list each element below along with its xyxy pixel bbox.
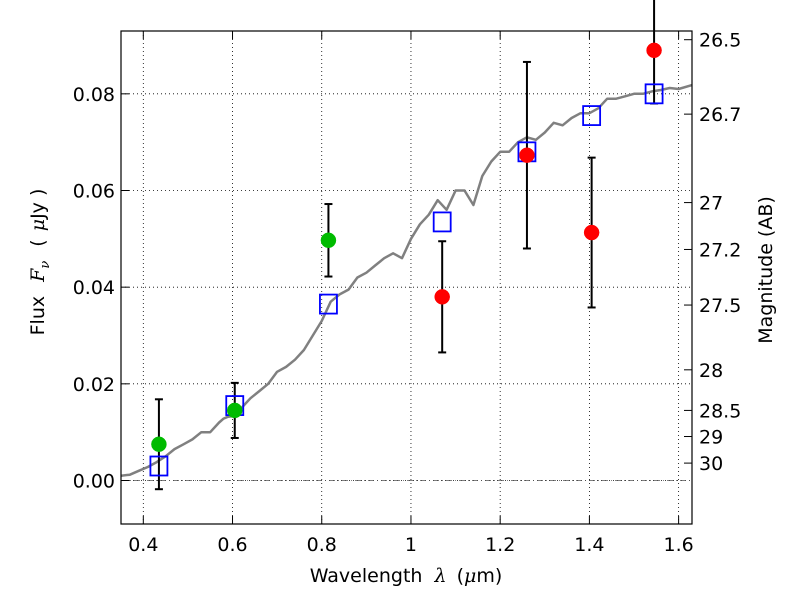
model-square-marker: [644, 83, 664, 105]
y2-tick-label: 29: [699, 427, 723, 449]
marker-layer: [149, 42, 664, 477]
x-tick-label: 1: [405, 534, 417, 556]
spectrum-line: [121, 83, 692, 477]
model-square-marker: [582, 105, 602, 126]
x-axis-label-unit-open: (: [457, 565, 464, 587]
plot-frame: [120, 30, 693, 525]
x-axis-label-unit-rest: m): [476, 565, 502, 587]
x-axis-label-unit-mu: μ: [464, 565, 476, 587]
y2-tick-label: 26.5: [699, 30, 741, 52]
y-tick-label: 0.08: [73, 84, 115, 106]
y-axis-label-prefix: Flux: [27, 296, 49, 336]
x-tick-label: 1.2: [485, 534, 515, 556]
y2-tick-label: 28.5: [699, 400, 741, 422]
y2-axis-label: Magnitude (AB): [755, 196, 777, 344]
x-tick-label: 0.4: [128, 534, 158, 556]
observed-point-marker: [583, 224, 600, 241]
y2-tick-label: 27.5: [699, 295, 741, 317]
plot-background: [121, 31, 692, 524]
y-tick-label: 0.00: [73, 471, 115, 493]
observed-point-marker: [320, 232, 337, 249]
observed-point-marker: [434, 289, 450, 305]
x-tick-label: 0.6: [217, 534, 247, 556]
y2-tick-label: 26.7: [699, 104, 741, 126]
y-axis-label-unit-mu: μ: [27, 219, 49, 231]
x-tick-label: 1.6: [664, 534, 694, 556]
y-tick-label: 0.06: [73, 181, 115, 203]
x-tick-label: 1.4: [574, 534, 604, 556]
x-axis-label-prefix: Wavelength: [310, 565, 423, 587]
grid: [121, 31, 692, 524]
y2-tick-label: 30: [699, 453, 723, 475]
ticks: 0.4 0.6 0.8 1 1.2 1.4 1.6 0.00 0.02 0.04 0.06 0.08 2…: [73, 30, 742, 556]
y2-tick-label: 27.2: [699, 239, 741, 261]
data-layer: [121, 83, 692, 477]
observed-point-marker: [151, 436, 167, 452]
y-axis-label-unit-rest: Jy ): [27, 189, 49, 220]
observed-point-marker: [227, 402, 243, 419]
model-square-marker: [432, 211, 452, 233]
y2-tick-label: 28: [699, 360, 723, 382]
model-square-marker: [319, 293, 338, 315]
observed-point-marker: [646, 42, 662, 59]
observed-point-marker: [519, 147, 535, 163]
y-axis-label: Flux Fν ( μJy ): [27, 189, 54, 336]
y2-tick-label: 27: [699, 193, 723, 215]
x-tick-label: 0.8: [307, 534, 337, 556]
y-tick-label: 0.04: [73, 277, 115, 299]
x-axis-label-symbol: λ: [433, 565, 446, 587]
y-axis-label-subscript: ν: [38, 261, 53, 269]
y-axis-label-unit-open: (: [27, 239, 49, 246]
y-tick-label: 0.02: [73, 374, 115, 396]
x-axis-label: Wavelength λ (μm): [310, 565, 503, 587]
model-square-marker: [149, 455, 169, 477]
y-axis-label-symbol: F: [27, 268, 49, 283]
